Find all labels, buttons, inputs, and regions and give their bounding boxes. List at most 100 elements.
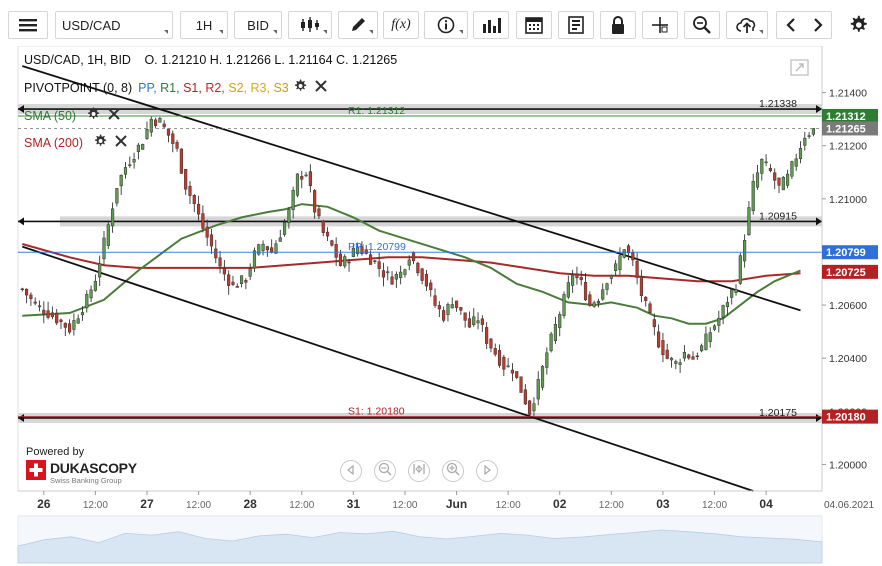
candle-body	[291, 189, 295, 210]
chevron-down-icon	[164, 30, 168, 34]
settings-button[interactable]	[848, 15, 868, 40]
candle-body	[128, 164, 132, 167]
zoom-out-icon	[378, 462, 392, 481]
lock-button[interactable]	[600, 11, 636, 39]
trendline[interactable]	[22, 65, 801, 312]
price-tag-label: 1.21312	[826, 111, 866, 123]
candle-body	[472, 316, 476, 325]
candle-body	[179, 148, 183, 174]
time-axis[interactable]: 26 12:00 27 12:00 28 12:00 31 12:00 Jun 12:00 02 12…	[18, 490, 874, 511]
level-value: 1.20175	[759, 407, 797, 419]
pivot-legend[interactable]: PIVOTPOINT (0, 8) PP, R1, S1, R2, S2, R3…	[24, 79, 327, 96]
chevron-down-icon	[759, 30, 763, 34]
timeframe-value: 1H	[195, 17, 213, 33]
info-button[interactable]	[424, 11, 468, 39]
candle-body	[218, 257, 222, 267]
brand-name: DUKASCOPY	[50, 459, 137, 476]
price-tick-label: 1.21000	[829, 194, 867, 206]
info-icon	[437, 16, 455, 34]
candle-body	[773, 172, 777, 181]
navigator-series	[17, 529, 823, 564]
swiss-cross-icon	[26, 460, 46, 485]
chevron-right-icon	[482, 462, 492, 480]
candle-body	[141, 144, 145, 150]
candle-body	[184, 169, 188, 190]
symbol-select[interactable]: USD/CAD	[55, 11, 173, 39]
gear-icon[interactable]	[86, 107, 100, 124]
price-tag-label: 1.20799	[826, 247, 866, 259]
candle-body	[115, 188, 119, 204]
calendar-button[interactable]	[516, 11, 552, 39]
candle-body	[566, 282, 570, 298]
candle-body	[644, 296, 648, 301]
time-tick-label: 04	[759, 497, 773, 511]
candle-body	[489, 338, 493, 349]
candle-body	[592, 302, 596, 307]
reset-zoom-button[interactable]	[408, 460, 430, 482]
gear-icon[interactable]	[293, 79, 307, 96]
zoom-in-button[interactable]	[442, 460, 464, 482]
scroll-left-button[interactable]	[340, 460, 362, 482]
candle-body	[730, 289, 734, 298]
candle-body	[614, 263, 618, 272]
trendline[interactable]	[22, 245, 754, 492]
draw-tool-button[interactable]	[338, 11, 378, 39]
crosshair-button[interactable]	[642, 11, 678, 39]
close-icon[interactable]	[315, 80, 327, 95]
candle-body	[321, 220, 325, 233]
indicators-button[interactable]: f(x)	[383, 11, 419, 39]
candle-body	[59, 319, 63, 323]
time-tick-label: 27	[140, 497, 154, 511]
candle-body	[510, 369, 515, 374]
menu-button[interactable]	[8, 11, 48, 39]
price-chart[interactable]: 1.21338 1.20915 1.20175 R1: 1.21312 PP: 1.2…	[0, 46, 882, 566]
volume-button[interactable]	[473, 11, 509, 39]
chevron-right-icon[interactable]	[812, 17, 824, 33]
candle-body	[33, 301, 37, 304]
close-icon[interactable]	[108, 108, 120, 123]
document-icon	[567, 15, 585, 35]
volume-navigator[interactable]	[17, 515, 823, 564]
time-tick-label: 12:00	[186, 500, 211, 511]
gear-icon[interactable]	[93, 134, 107, 151]
price-tick-label: 1.21400	[829, 88, 867, 100]
chevron-left-icon[interactable]	[785, 17, 797, 33]
chart-type-button[interactable]	[288, 11, 332, 39]
chevron-down-icon	[219, 30, 223, 34]
candle-body	[85, 294, 89, 309]
candle-body	[657, 331, 661, 348]
price-tick-label: 1.20600	[829, 300, 867, 312]
candle-body	[278, 237, 282, 242]
close-icon[interactable]	[115, 135, 127, 150]
candle-body	[768, 167, 772, 172]
candle-body	[72, 320, 76, 330]
candle-body	[295, 173, 300, 196]
sma200-legend[interactable]: SMA (200)	[24, 134, 127, 151]
data-table-button[interactable]	[558, 11, 594, 39]
scroll-right-button[interactable]	[476, 460, 498, 482]
candle-body	[540, 366, 545, 388]
pivot-level-pp: PP,	[138, 80, 161, 95]
zoom-out-button[interactable]	[374, 460, 396, 482]
zoom-button[interactable]	[684, 11, 720, 39]
candle-body	[648, 303, 652, 313]
arrow-right-icon	[816, 105, 822, 114]
side-select[interactable]: BID	[234, 11, 282, 39]
candle-body	[433, 295, 437, 306]
upload-button[interactable]	[726, 11, 768, 39]
candle-body	[717, 317, 721, 326]
candle-body	[429, 282, 433, 291]
sma50-legend[interactable]: SMA (50)	[24, 107, 120, 124]
pivot-levels: PP, R1, S1, R2, S2, R3, S3	[138, 81, 289, 95]
candle-body	[519, 376, 523, 393]
timeframe-select[interactable]: 1H	[180, 11, 228, 39]
arrow-right-icon	[816, 413, 822, 422]
candle-body	[691, 356, 695, 360]
expand-icon[interactable]	[790, 59, 810, 82]
pivot-level-s3: S3	[273, 80, 289, 95]
price-tick-label: 1.20400	[829, 353, 867, 365]
candle-body	[502, 356, 506, 370]
candle-body	[300, 176, 304, 180]
trendlines[interactable]	[22, 65, 801, 492]
candle-body	[235, 286, 239, 288]
